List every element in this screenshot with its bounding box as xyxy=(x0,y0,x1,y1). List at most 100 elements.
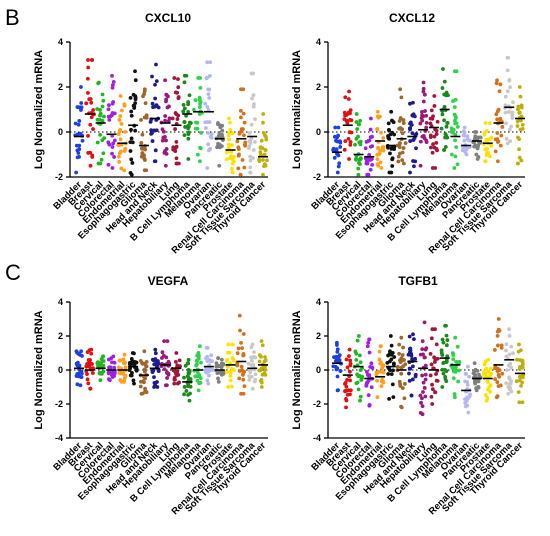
data-point xyxy=(251,156,255,160)
data-point xyxy=(381,380,386,385)
data-point xyxy=(130,140,135,145)
data-point xyxy=(517,110,522,115)
data-point xyxy=(476,155,481,159)
category-lung xyxy=(170,351,182,386)
category-breast xyxy=(342,347,353,410)
data-point xyxy=(118,137,123,142)
category-esophagogastric xyxy=(385,109,397,175)
category-pancreatic xyxy=(471,130,483,161)
data-point xyxy=(122,168,127,173)
data-point xyxy=(495,394,500,399)
data-point xyxy=(434,128,439,133)
data-point xyxy=(375,157,380,162)
data-point xyxy=(178,364,182,369)
data-point xyxy=(367,153,372,157)
data-point xyxy=(182,375,186,380)
data-point xyxy=(164,152,169,156)
data-point xyxy=(172,377,177,382)
category-pancreatic xyxy=(214,121,225,168)
data-point xyxy=(519,383,523,388)
data-point xyxy=(399,335,404,340)
y-tick-label: 2 xyxy=(58,331,63,341)
data-point xyxy=(412,164,416,169)
data-point xyxy=(444,379,449,384)
data-point xyxy=(441,361,446,366)
category-lung xyxy=(428,327,440,406)
data-point xyxy=(263,358,268,363)
data-point xyxy=(400,353,405,357)
data-point xyxy=(163,114,168,118)
data-point xyxy=(511,100,515,105)
data-point xyxy=(253,372,258,377)
data-point xyxy=(249,122,254,127)
data-point xyxy=(118,128,123,132)
data-point xyxy=(443,144,448,149)
data-point xyxy=(260,343,265,348)
data-point xyxy=(230,342,235,347)
data-point xyxy=(110,85,115,90)
data-point xyxy=(354,157,359,161)
category-breast xyxy=(342,89,354,161)
data-point xyxy=(505,89,510,94)
data-point xyxy=(386,121,391,126)
data-point xyxy=(183,363,188,368)
data-point xyxy=(389,343,394,348)
data-point xyxy=(494,81,499,86)
data-point xyxy=(91,108,96,112)
data-point xyxy=(139,154,144,159)
data-point xyxy=(453,132,458,137)
data-point xyxy=(102,136,107,141)
data-point xyxy=(508,85,513,90)
data-point xyxy=(186,371,191,376)
data-point xyxy=(444,369,449,373)
category-melanoma xyxy=(449,335,462,400)
category-renal-cell-carcinoma xyxy=(235,313,247,396)
data-point xyxy=(503,110,508,115)
data-point xyxy=(485,395,490,400)
data-point xyxy=(240,372,245,377)
data-point xyxy=(424,113,429,118)
data-point xyxy=(252,350,256,354)
data-point xyxy=(462,138,467,143)
data-point xyxy=(100,92,105,97)
data-point xyxy=(88,163,93,168)
data-point xyxy=(265,158,269,163)
category-bladder xyxy=(331,125,343,175)
data-point xyxy=(335,349,340,354)
data-point xyxy=(101,354,105,359)
data-point xyxy=(236,153,241,158)
data-point xyxy=(139,379,143,384)
panel-letter-c: C xyxy=(5,260,21,285)
data-point xyxy=(477,372,481,377)
data-point xyxy=(499,345,504,350)
data-point xyxy=(380,145,385,150)
data-point xyxy=(77,155,81,159)
data-point xyxy=(164,147,169,151)
data-point xyxy=(354,357,359,362)
data-point xyxy=(410,113,415,118)
data-point xyxy=(391,368,395,373)
data-point xyxy=(370,365,375,370)
data-point xyxy=(258,150,263,155)
data-point xyxy=(262,152,267,157)
data-point xyxy=(413,374,418,379)
category-endometrial xyxy=(116,94,128,173)
category-thyroid-cancer xyxy=(257,112,269,177)
data-point xyxy=(434,342,439,347)
data-point xyxy=(390,156,395,161)
data-point xyxy=(75,382,80,387)
data-point xyxy=(230,170,235,175)
data-point xyxy=(397,119,402,123)
data-point xyxy=(76,122,81,127)
data-point xyxy=(355,338,360,343)
data-point xyxy=(100,118,105,123)
data-point xyxy=(259,385,264,389)
data-point xyxy=(174,140,179,144)
data-point xyxy=(517,85,522,89)
data-point xyxy=(204,356,208,361)
data-point xyxy=(119,108,124,113)
data-point xyxy=(98,108,102,112)
data-point xyxy=(226,350,230,355)
data-point xyxy=(224,157,229,162)
